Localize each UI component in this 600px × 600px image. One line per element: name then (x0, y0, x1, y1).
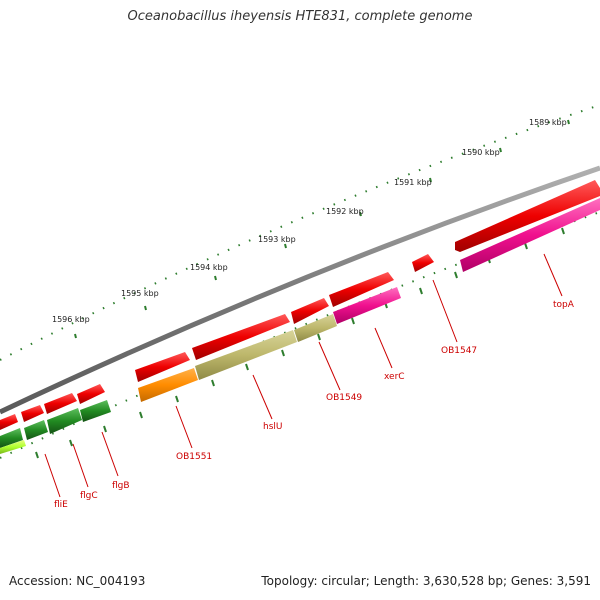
kbp-label-1592: 1592 kbp (326, 207, 364, 216)
cds-OB1549-forward[interactable] (291, 298, 329, 324)
cds-OB1551-forward[interactable] (135, 352, 190, 382)
scale-dotted-ring (0, 104, 600, 361)
cds-fliE-forward[interactable] (21, 405, 44, 422)
cog-hslU[interactable] (195, 330, 297, 380)
cds-topA-forward[interactable] (455, 180, 600, 252)
accession-text: Accession: NC_004193 (9, 574, 146, 588)
kbp-label-1590: 1590 kbp (462, 148, 500, 157)
map-title: Oceanobacillus iheyensis HTE831, complet… (127, 9, 473, 24)
gene-label-fliE: fliE (54, 500, 68, 510)
cog-fliE[interactable] (24, 420, 48, 440)
cog-colored-genes (0, 198, 600, 454)
cog-OB1549[interactable] (294, 314, 337, 342)
genome-backbone (0, 165, 600, 415)
gene-label-topA: topA (553, 300, 575, 310)
gene-label-xerC: xerC (384, 372, 405, 382)
cog-edge-green[interactable] (0, 428, 23, 448)
gene-label-OB1547: OB1547 (441, 346, 477, 356)
gene-label-hslU: hslU (263, 422, 282, 432)
gene-label-OB1549: OB1549 (326, 393, 362, 403)
scale-major-ticks (74, 119, 570, 339)
kbp-label-1594: 1594 kbp (190, 263, 228, 272)
gene-label-flgB: flgB (112, 481, 130, 491)
cds-edge-forward[interactable] (0, 414, 18, 430)
inner-major-ticks (35, 227, 565, 459)
kbp-label-1595: 1595 kbp (121, 289, 159, 298)
kbp-label-1589: 1589 kbp (529, 118, 567, 127)
cog-xerC[interactable] (333, 287, 401, 324)
cds-xerC-forward[interactable] (329, 272, 394, 307)
label-leader-lines (44, 253, 563, 498)
forward-strand-genes (0, 180, 600, 430)
cds-hslU-forward[interactable] (192, 314, 290, 360)
cog-flgB[interactable] (80, 400, 111, 422)
cog-OB1551[interactable] (138, 368, 198, 402)
cds-flgB-forward[interactable] (77, 384, 105, 404)
cog-topA[interactable] (460, 198, 600, 272)
cds-flgC-forward[interactable] (44, 393, 77, 414)
cog-edge-lime[interactable] (0, 440, 26, 454)
gene-label-OB1551: OB1551 (176, 452, 212, 462)
cog-flgC[interactable] (47, 408, 82, 434)
kbp-label-1591: 1591 kbp (394, 178, 432, 187)
gene-label-flgC: flgC (80, 491, 98, 501)
cds-OB1547-forward[interactable] (412, 254, 434, 272)
genome-summary-text: Topology: circular; Length: 3,630,528 bp… (261, 574, 591, 588)
kbp-label-1593: 1593 kbp (258, 235, 296, 244)
kbp-label-1596: 1596 kbp (52, 315, 90, 324)
